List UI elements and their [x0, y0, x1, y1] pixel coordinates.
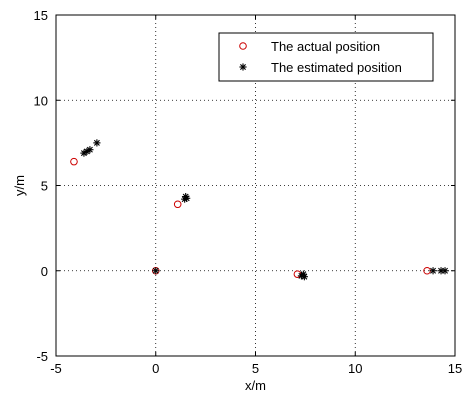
- x-tick-label: 15: [448, 361, 462, 376]
- tick-labels: -5 0 5 10 15 -5 0 5 10 15: [34, 8, 463, 376]
- y-tick-label: 10: [34, 93, 48, 108]
- estimated-position-point: [183, 194, 191, 202]
- y-tick-label: -5: [36, 349, 48, 364]
- actual-position-point: [173, 200, 182, 209]
- estimated-position-point: [152, 267, 160, 275]
- legend-circle-marker: [239, 42, 247, 50]
- legend-box: [218, 32, 434, 82]
- y-tick-label: 5: [41, 179, 48, 194]
- x-tick-label: -5: [50, 361, 62, 376]
- y-tick-label: 0: [41, 264, 48, 279]
- estimated-position-point: [441, 267, 449, 275]
- legend: The actual position The estimated positi…: [218, 32, 434, 82]
- estimated-position-point: [93, 139, 101, 147]
- axis-ticks: [55, 14, 456, 357]
- estimated-position-point: [86, 146, 94, 154]
- legend-marker-actual: [239, 42, 247, 50]
- x-axis-label: x/m: [245, 378, 266, 393]
- y-axis-label: y/m: [12, 175, 27, 196]
- legend-label-estimated: The estimated position: [271, 60, 402, 75]
- actual-position-point: [70, 157, 78, 166]
- estimated-position-point: [429, 267, 437, 275]
- y-tick-label: 15: [34, 8, 48, 23]
- estimated-position-point: [300, 273, 308, 281]
- data-points: [70, 139, 449, 281]
- x-tick-label: 10: [348, 361, 362, 376]
- x-tick-label: 0: [152, 361, 159, 376]
- x-tick-label: 5: [252, 361, 259, 376]
- legend-asterisk-marker: [239, 63, 247, 71]
- legend-label-actual: The actual position: [271, 39, 380, 54]
- legend-marker-estimated: [239, 63, 247, 71]
